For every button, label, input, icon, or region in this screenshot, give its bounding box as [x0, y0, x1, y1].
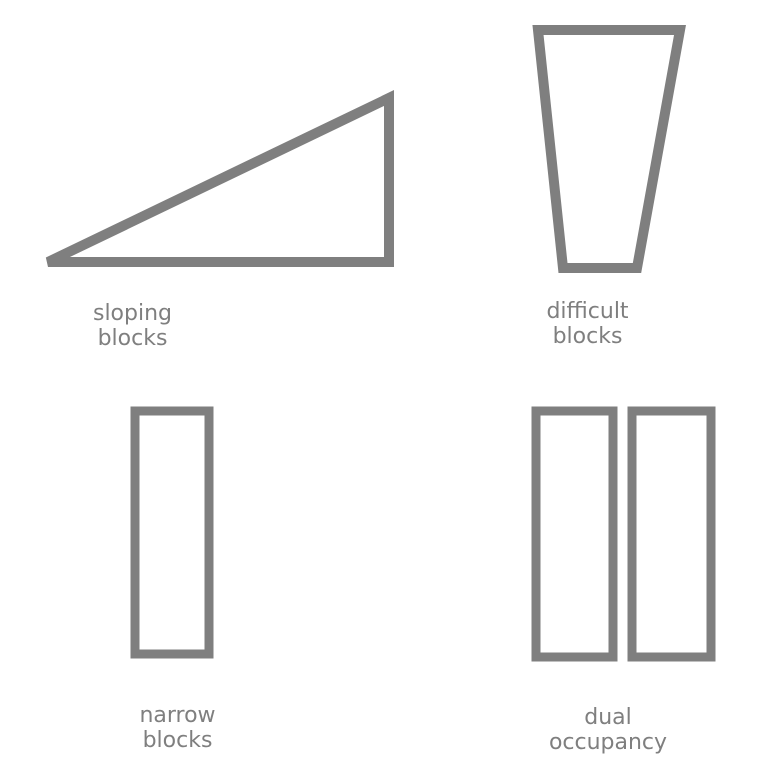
narrow-label-line1: narrow [139, 703, 216, 728]
difficult-block-shape [532, 25, 686, 273]
sloping-label-line1: sloping [92, 301, 173, 326]
narrow-blocks-label: narrow blocks [115, 703, 240, 753]
narrow-block-shape [130, 406, 214, 659]
narrow-label-line2: blocks [142, 728, 213, 753]
dual-occupancy-label: dual occupancy [538, 705, 678, 755]
sloping-label-line2: blocks [97, 326, 168, 351]
sloping-blocks-label: sloping blocks [70, 301, 195, 351]
difficult-label-line2: blocks [552, 324, 623, 349]
dual-occupancy-left-lot [531, 406, 618, 662]
dual-occupancy-right-lot [627, 406, 716, 662]
difficult-label-line1: difficult [546, 299, 629, 324]
dual-label-line1: dual [584, 705, 632, 730]
dual-label-line2: occupancy [548, 730, 668, 755]
sloping-block-shape [45, 90, 394, 267]
difficult-blocks-label: difficult blocks [525, 299, 650, 349]
